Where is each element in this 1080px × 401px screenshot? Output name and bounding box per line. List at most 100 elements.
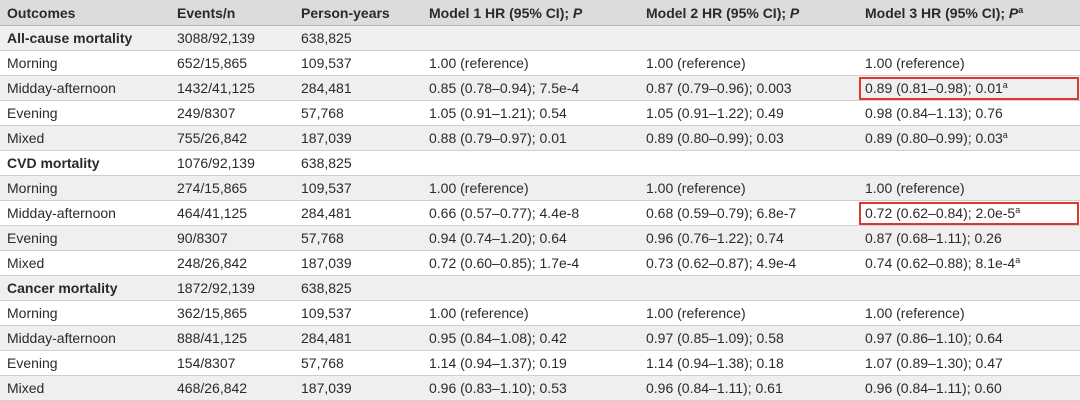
cell-text: 109,537: [301, 180, 352, 196]
cell-text: 1.00 (reference): [646, 180, 746, 196]
column-header: Events/n: [170, 0, 294, 26]
table-cell: 1.00 (reference): [639, 175, 858, 201]
table-row: Evening 154/8307 57,768 1.14 (0.94–1.37); 0…: [0, 350, 1080, 376]
cell-text: 1.05 (0.91–1.22); 0.49: [646, 105, 784, 121]
table-cell: [858, 25, 1080, 51]
table-cell: 109,537: [294, 300, 422, 326]
table-cell: 109,537: [294, 50, 422, 76]
cell-text: 652/15,865: [177, 55, 248, 71]
cell-text: 187,039: [301, 255, 352, 271]
section-row: CVD mortality 1076/92,139 638,825: [0, 150, 1080, 176]
table-cell: 1.05 (0.91–1.22); 0.49: [639, 100, 858, 126]
table-row: Evening 249/8307 57,768 1.05 (0.91–1.21); 0…: [0, 100, 1080, 126]
cell-text: 0.66 (0.57–0.77); 4.4e-8: [429, 205, 580, 221]
cell-text: 90/8307: [177, 230, 228, 246]
table-cell: 187,039: [294, 250, 422, 276]
table-cell: 0.72 (0.60–0.85); 1.7e-4: [422, 250, 639, 276]
cell-text: 1.14 (0.94–1.38); 0.18: [646, 355, 784, 371]
cell-text: Mixed: [7, 380, 45, 396]
cell-text: 0.68 (0.59–0.79); 6.8e-7: [646, 205, 797, 221]
cell-text: Mixed: [7, 255, 45, 271]
cell-text: 638,825: [301, 30, 352, 46]
table-cell: [422, 25, 639, 51]
table-cell: 3088/92,139: [170, 25, 294, 51]
cell-text: 468/26,842: [177, 380, 248, 396]
cell-text: Evening: [7, 105, 58, 121]
cell-text: 1.00 (reference): [429, 180, 529, 196]
table-cell: 1.00 (reference): [639, 50, 858, 76]
table-row: Evening 90/8307 57,768 0.94 (0.74–1.20); 0.…: [0, 225, 1080, 251]
cell-text: Evening: [7, 355, 58, 371]
table-cell: 0.66 (0.57–0.77); 4.4e-8: [422, 200, 639, 226]
table-row: Morning 274/15,865 109,537 1.00 (reference)…: [0, 175, 1080, 201]
cell-text: 0.74 (0.62–0.88); 8.1e-4: [865, 255, 1016, 271]
table-cell: 1.00 (reference): [422, 50, 639, 76]
highlighted-cell: 0.89 (0.81–0.98); 0.01a: [858, 75, 1080, 101]
cell-text: 109,537: [301, 305, 352, 321]
cell-text: 1.07 (0.89–1.30); 0.47: [865, 355, 1003, 371]
cell-text: 249/8307: [177, 105, 236, 121]
column-header: Model 1 HR (95% CI); P: [422, 0, 639, 26]
table-cell: 57,768: [294, 350, 422, 376]
table-cell: 0.96 (0.76–1.22); 0.74: [639, 225, 858, 251]
table-header: Outcomes Events/n Person-years Model 1 HR (…: [0, 0, 1080, 26]
footnote-marker: a: [1018, 4, 1024, 15]
table-cell: 284,481: [294, 200, 422, 226]
cell-text: 284,481: [301, 80, 352, 96]
cell-text: 1.00 (reference): [865, 305, 965, 321]
table-cell: 0.85 (0.78–0.94); 7.5e-4: [422, 75, 639, 101]
cell-text: 57,768: [301, 105, 344, 121]
cell-text: 888/41,125: [177, 330, 248, 346]
section-row: Cancer mortality 1872/92,139 638,825: [0, 275, 1080, 301]
table-cell: 1432/41,125: [170, 75, 294, 101]
cell-text: 187,039: [301, 380, 352, 396]
cell-text: Morning: [7, 55, 58, 71]
cell-text: 0.94 (0.74–1.20); 0.64: [429, 230, 567, 246]
group-label: Morning: [0, 300, 170, 326]
cell-text: 0.89 (0.80–0.99); 0.03: [865, 130, 1003, 146]
cell-text: 0.96 (0.84–1.11); 0.60: [865, 380, 1002, 396]
table-cell: [858, 275, 1080, 301]
column-header-text: Events/n: [177, 4, 236, 21]
cell-text: Cancer mortality: [7, 280, 118, 296]
cell-text: 464/41,125: [177, 205, 248, 221]
table-cell: 284,481: [294, 75, 422, 101]
table-cell: 90/8307: [170, 225, 294, 251]
table-cell: 154/8307: [170, 350, 294, 376]
table-cell: 1.00 (reference): [858, 175, 1080, 201]
table-cell: 284,481: [294, 325, 422, 351]
cell-text: Morning: [7, 305, 58, 321]
table-cell: 248/26,842: [170, 250, 294, 276]
cell-text: 57,768: [301, 230, 344, 246]
table-cell: 0.89 (0.80–0.99); 0.03a: [858, 125, 1080, 151]
cell-text: 0.88 (0.79–0.97); 0.01: [429, 130, 567, 146]
cell-text: 1.14 (0.94–1.37); 0.19: [429, 355, 567, 371]
table-cell: [639, 150, 858, 176]
cell-text: Midday-afternoon: [7, 80, 116, 96]
column-header-p-symbol: P: [572, 4, 583, 21]
table-cell: 1.00 (reference): [858, 300, 1080, 326]
table-cell: 1.00 (reference): [422, 300, 639, 326]
section-label: Cancer mortality: [0, 275, 170, 301]
cell-text: 1872/92,139: [177, 280, 255, 296]
cell-text: 755/26,842: [177, 130, 248, 146]
table-cell: 1076/92,139: [170, 150, 294, 176]
table-cell: 0.87 (0.68–1.11); 0.26: [858, 225, 1080, 251]
cell-text: 0.87 (0.68–1.11); 0.26: [865, 230, 1002, 246]
cell-text: 0.96 (0.83–1.10); 0.53: [429, 380, 567, 396]
table-row: Morning 652/15,865 109,537 1.00 (reference)…: [0, 50, 1080, 76]
group-label: Morning: [0, 50, 170, 76]
table-cell: [858, 150, 1080, 176]
cell-text: 1.00 (reference): [646, 55, 746, 71]
group-label: Evening: [0, 350, 170, 376]
table-row: Midday-afternoon 888/41,125 284,481 0.95 (0…: [0, 325, 1080, 351]
table-cell: 0.96 (0.83–1.10); 0.53: [422, 375, 639, 401]
table-cell: 638,825: [294, 150, 422, 176]
table-cell: 249/8307: [170, 100, 294, 126]
section-label: All-cause mortality: [0, 25, 170, 51]
table-row: Mixed 468/26,842 187,039 0.96 (0.83–1.10); …: [0, 375, 1080, 401]
table-cell: 0.98 (0.84–1.13); 0.76: [858, 100, 1080, 126]
cell-text: Mixed: [7, 130, 45, 146]
column-header-p-symbol: P: [789, 4, 800, 21]
